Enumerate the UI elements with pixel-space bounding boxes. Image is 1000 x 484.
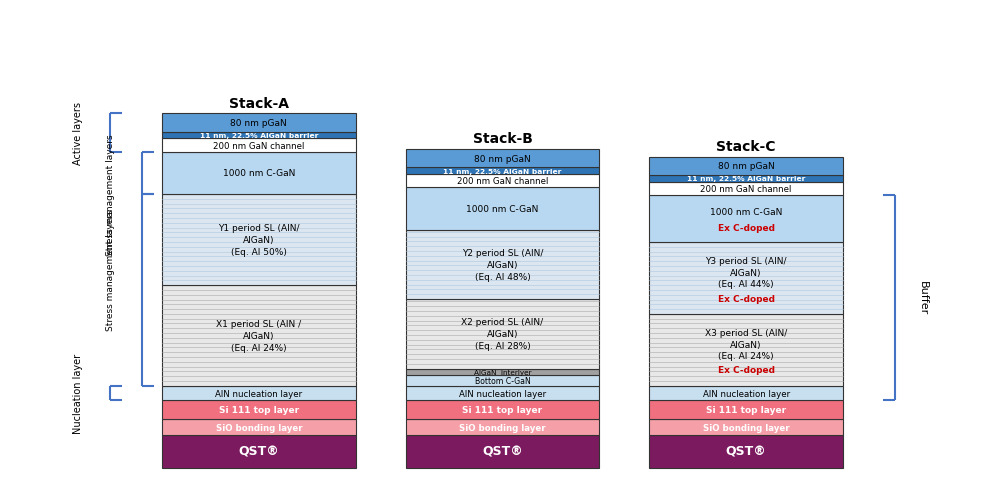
Text: QST®: QST® xyxy=(238,445,279,458)
Text: Ex C-doped: Ex C-doped xyxy=(718,366,775,375)
Text: Si 111 top layer: Si 111 top layer xyxy=(462,406,543,414)
Text: 1000 nm C-GaN: 1000 nm C-GaN xyxy=(223,169,295,178)
Bar xyxy=(649,400,843,420)
Bar xyxy=(406,376,599,386)
Text: Ex C-doped: Ex C-doped xyxy=(718,294,775,303)
Text: 11 nm, 22.5% AlGaN barrier: 11 nm, 22.5% AlGaN barrier xyxy=(443,168,562,174)
Text: AlN nucleation layer: AlN nucleation layer xyxy=(703,389,790,398)
Bar xyxy=(162,420,356,435)
Bar xyxy=(162,286,356,386)
Text: 200 nm GaN channel: 200 nm GaN channel xyxy=(213,141,305,151)
Bar xyxy=(649,182,843,196)
Bar xyxy=(406,369,599,376)
Bar xyxy=(649,242,843,314)
Bar xyxy=(406,230,599,300)
Text: 1000 nm C-GaN: 1000 nm C-GaN xyxy=(710,207,782,216)
Text: X2 period SL (AlN/
AlGaN)
(Eq. Al 28%): X2 period SL (AlN/ AlGaN) (Eq. Al 28%) xyxy=(461,318,544,350)
Text: Y2 period SL (AlN/
AlGaN)
(Eq. Al 48%): Y2 period SL (AlN/ AlGaN) (Eq. Al 48%) xyxy=(462,248,543,281)
Bar xyxy=(649,157,843,176)
Text: Bottom C-GaN: Bottom C-GaN xyxy=(475,376,530,385)
Text: X3 period SL (AlN/
AlGaN)
(Eq. Al 24%): X3 period SL (AlN/ AlGaN) (Eq. Al 24%) xyxy=(705,328,787,361)
Text: AlN nucleation layer: AlN nucleation layer xyxy=(215,389,302,398)
Bar xyxy=(406,168,599,175)
Text: Si 111 top layer: Si 111 top layer xyxy=(219,406,299,414)
Bar xyxy=(649,314,843,386)
Bar xyxy=(162,195,356,286)
Text: Stack-C: Stack-C xyxy=(716,140,776,154)
Bar xyxy=(649,176,843,182)
Text: X1 period SL (AlN /
AlGaN)
(Eq. Al 24%): X1 period SL (AlN / AlGaN) (Eq. Al 24%) xyxy=(216,319,301,352)
Bar xyxy=(162,152,356,195)
Text: 200 nm GaN channel: 200 nm GaN channel xyxy=(457,177,548,186)
Text: Y1 period SL (AlN/
AlGaN)
(Eq. Al 50%): Y1 period SL (AlN/ AlGaN) (Eq. Al 50%) xyxy=(218,224,300,257)
Text: Stress management layers: Stress management layers xyxy=(106,134,115,256)
Text: 11 nm, 22.5% AlGaN barrier: 11 nm, 22.5% AlGaN barrier xyxy=(687,176,805,182)
Text: 200 nm GaN channel: 200 nm GaN channel xyxy=(700,184,792,194)
Text: Si 111 top layer: Si 111 top layer xyxy=(706,406,786,414)
Bar xyxy=(406,300,599,369)
Bar xyxy=(162,400,356,420)
Text: 11 nm, 22.5% AlGaN barrier: 11 nm, 22.5% AlGaN barrier xyxy=(200,133,318,139)
Text: AlGaN  interlyer: AlGaN interlyer xyxy=(474,369,531,375)
Text: Active layers: Active layers xyxy=(73,102,83,165)
Text: Stack-B: Stack-B xyxy=(473,132,532,146)
Text: 80 nm pGaN: 80 nm pGaN xyxy=(230,119,287,128)
Text: QST®: QST® xyxy=(726,445,767,458)
Text: Stress management layers: Stress management layers xyxy=(106,209,115,330)
Text: 80 nm pGaN: 80 nm pGaN xyxy=(474,154,531,163)
Bar xyxy=(162,435,356,468)
Bar xyxy=(162,133,356,139)
Bar xyxy=(406,175,599,188)
Bar xyxy=(162,139,356,152)
Bar xyxy=(649,386,843,400)
Text: 80 nm pGaN: 80 nm pGaN xyxy=(718,162,775,171)
Bar xyxy=(162,386,356,400)
Text: AlN nucleation layer: AlN nucleation layer xyxy=(459,389,546,398)
Text: Ex C-doped: Ex C-doped xyxy=(718,223,775,232)
Bar xyxy=(406,400,599,420)
Bar xyxy=(406,386,599,400)
Text: Stack-A: Stack-A xyxy=(229,97,289,111)
Text: Buffer: Buffer xyxy=(918,281,928,315)
Bar xyxy=(162,114,356,133)
Text: SiO bonding layer: SiO bonding layer xyxy=(459,423,546,432)
Bar xyxy=(649,435,843,468)
Bar xyxy=(649,196,843,242)
Bar xyxy=(406,188,599,230)
Text: 1000 nm C-GaN: 1000 nm C-GaN xyxy=(466,205,539,213)
Text: SiO bonding layer: SiO bonding layer xyxy=(216,423,302,432)
Text: SiO bonding layer: SiO bonding layer xyxy=(703,423,789,432)
Text: Y3 period SL (AlN/
AlGaN)
(Eq. Al 44%): Y3 period SL (AlN/ AlGaN) (Eq. Al 44%) xyxy=(705,257,787,289)
Bar xyxy=(406,435,599,468)
Bar xyxy=(406,420,599,435)
Bar xyxy=(649,420,843,435)
Bar xyxy=(406,150,599,168)
Text: QST®: QST® xyxy=(482,445,523,458)
Text: Nucleation layer: Nucleation layer xyxy=(73,353,83,433)
